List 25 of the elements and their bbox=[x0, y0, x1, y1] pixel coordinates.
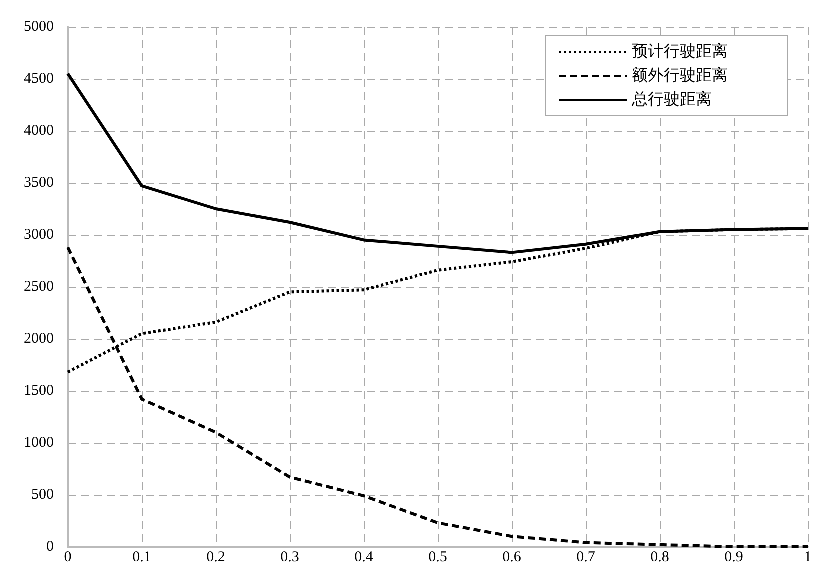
y-tick-label: 2500 bbox=[24, 279, 54, 295]
legend-label: 额外行驶距离 bbox=[632, 66, 728, 84]
y-tick-label: 4500 bbox=[24, 71, 54, 87]
x-tick-label: 0.6 bbox=[502, 550, 522, 566]
y-tick-label: 3500 bbox=[24, 175, 54, 191]
x-tick-label: 0.5 bbox=[428, 550, 448, 566]
x-tick-label: 0.8 bbox=[650, 550, 670, 566]
x-tick-label: 0.3 bbox=[280, 550, 300, 566]
y-tick-label: 500 bbox=[32, 487, 54, 503]
y-tick-label: 1000 bbox=[24, 435, 54, 451]
y-tick-label: 5000 bbox=[24, 19, 54, 35]
x-tick-label: 1 bbox=[804, 550, 812, 566]
x-tick-label: 0.1 bbox=[132, 550, 152, 566]
legend-label: 预计行驶距离 bbox=[632, 42, 728, 60]
y-tick-label: 4000 bbox=[24, 123, 54, 139]
y-tick-label: 2000 bbox=[24, 331, 54, 347]
x-tick-label: 0.9 bbox=[724, 550, 744, 566]
y-tick-label: 0 bbox=[46, 539, 54, 555]
y-tick-label: 3000 bbox=[24, 227, 54, 243]
x-tick-label: 0.2 bbox=[206, 550, 226, 566]
x-tick-label: 0.4 bbox=[354, 550, 374, 566]
legend-label: 总行驶距离 bbox=[631, 90, 712, 108]
x-tick-label: 0.7 bbox=[576, 550, 596, 566]
y-tick-label: 1500 bbox=[24, 383, 54, 399]
x-tick-label: 0 bbox=[64, 550, 72, 566]
